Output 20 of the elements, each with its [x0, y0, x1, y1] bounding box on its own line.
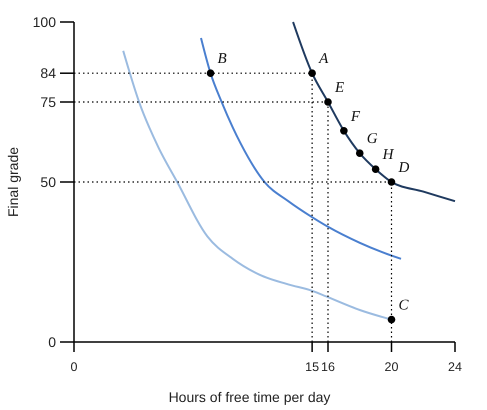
- annotation: B: [218, 51, 227, 68]
- annotation: A: [318, 51, 330, 68]
- y-tick-label: 84: [40, 65, 56, 82]
- y-axis-title: Final grade: [5, 146, 21, 218]
- annotation: H: [382, 147, 395, 164]
- x-tick-label: 24: [448, 360, 462, 374]
- annotation: F: [350, 108, 361, 125]
- annotation: E: [334, 80, 344, 96]
- annotation: D: [398, 160, 410, 176]
- annotation: G: [366, 131, 378, 148]
- x-tick-label: 20: [384, 360, 398, 374]
- x-tick-label: 0: [70, 360, 78, 374]
- annotation: C: [398, 298, 410, 314]
- x-tick-label: 16: [321, 360, 335, 374]
- y-tick-label: 75: [40, 94, 56, 110]
- y-tick-label: 100: [32, 14, 56, 30]
- y-tick-label: 0: [48, 334, 56, 350]
- x-axis-title: Hours of free time per day: [168, 389, 330, 405]
- y-tick-label: 50: [40, 174, 56, 190]
- x-tick-label: 15: [305, 360, 320, 374]
